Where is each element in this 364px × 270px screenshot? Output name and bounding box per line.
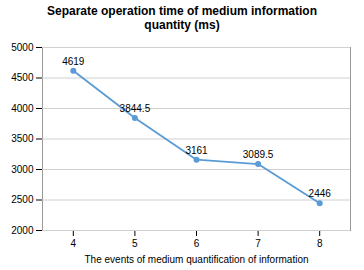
svg-text:5: 5 [132,237,138,248]
svg-text:3161: 3161 [185,145,208,156]
svg-text:4000: 4000 [11,102,34,113]
svg-text:8: 8 [317,237,323,248]
svg-text:7: 7 [255,237,261,248]
html-text:Separate operation time of med: Separate operation time of medium inform… [47,4,317,33]
svg-text:3000: 3000 [11,163,34,174]
svg-text:The events of medium quantific: The events of medium quantification of i… [84,253,308,264]
svg-text:2446: 2446 [309,188,332,199]
svg-text:4619: 4619 [62,56,85,67]
svg-text:6: 6 [194,237,200,248]
svg-text:4: 4 [71,237,77,248]
svg-text:3500: 3500 [11,133,34,144]
svg-text:4500: 4500 [11,72,34,83]
svg-text:3844.5: 3844.5 [120,103,151,114]
svg-text:2500: 2500 [11,194,34,205]
svg-text:2000: 2000 [11,224,34,235]
svg-text:3089.5: 3089.5 [243,149,274,160]
svg-text:5000: 5000 [11,41,34,52]
